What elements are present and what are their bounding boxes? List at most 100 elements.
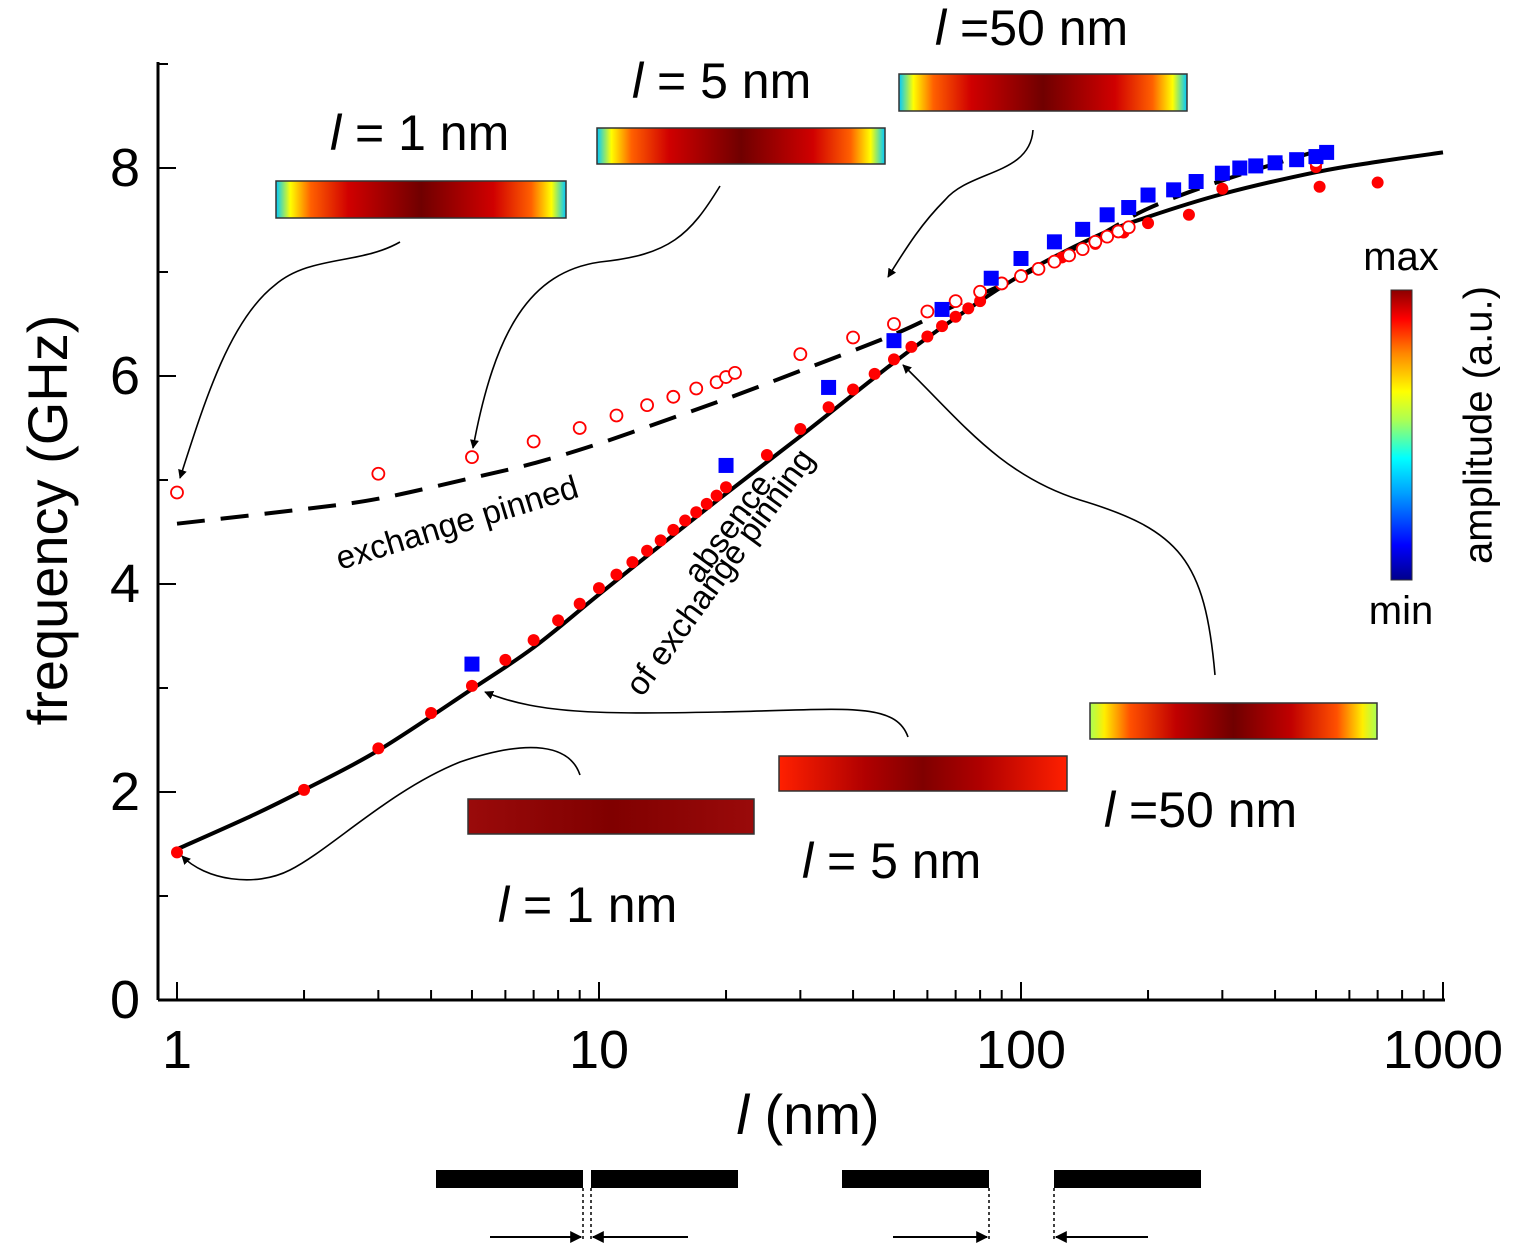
layer-block-3	[842, 1170, 989, 1188]
square-data-point	[464, 656, 480, 672]
profile-label-bottom-1nm-var: l	[498, 877, 511, 933]
square-data-point	[1099, 207, 1115, 223]
callout-arrows	[178, 129, 1216, 881]
square-data-point	[1075, 221, 1091, 237]
square-data-point	[1248, 158, 1264, 174]
unpinned-data-point	[593, 582, 605, 595]
pinned-data-point	[526, 434, 541, 449]
profile-label-top-50nm-var: l	[935, 0, 948, 56]
profile-label-bottom-50nm: l =50 nm	[1104, 782, 1297, 838]
pinned-data-point	[371, 466, 386, 481]
unpinned-data-point	[641, 544, 654, 557]
pinned-data-point	[948, 294, 963, 309]
square-data-point	[1214, 165, 1230, 181]
square-data-point	[821, 379, 837, 395]
profile-label-bottom-5nm-var: l	[802, 833, 815, 889]
unpinned-data-point	[847, 383, 860, 396]
unpinned-data-point	[887, 353, 900, 366]
axis-ticks	[158, 63, 1444, 1001]
pinned-data-point	[728, 365, 742, 380]
unpinned-data-point	[527, 634, 540, 647]
profile-label-top-1nm-var: l	[330, 105, 343, 161]
unpinned-data-point	[1371, 176, 1384, 189]
data-points	[170, 144, 1384, 859]
unpinned-data-point	[573, 597, 586, 610]
x-tick-label: 10	[569, 1020, 629, 1080]
x-axis-label-var: l	[736, 1083, 750, 1146]
pinned-data-point	[793, 347, 808, 362]
x-axis-label-unit: (nm)	[764, 1083, 879, 1146]
profile-label-top-1nm: l = 1 nm	[330, 105, 509, 161]
annotation-of-exchange-pinning: of exchange pinning	[618, 441, 822, 702]
y-tick-label: 2	[110, 762, 140, 822]
exchange-pinned-curve	[176, 149, 1317, 526]
arrow-bottom-1nm	[181, 746, 581, 881]
pinned-data-point	[973, 284, 988, 299]
top-mode-profiles: l = 1 nm l = 5 nm l =50 nm	[275, 0, 1188, 219]
pinned-data-point	[666, 389, 681, 404]
y-axis-label: frequency (GHz)	[16, 315, 79, 726]
square-data-point	[1140, 187, 1156, 203]
unpinned-data-point	[905, 340, 918, 353]
y-tick-label: 0	[110, 970, 140, 1030]
profile-label-bottom-1nm: l = 1 nm	[498, 877, 677, 933]
profile-bar-top-50nm	[898, 73, 1188, 112]
y-tick-label: 8	[110, 138, 140, 198]
profile-label-top-50nm-text: =50 nm	[946, 0, 1128, 56]
unpinned-data-point	[710, 489, 723, 502]
unpinned-data-point	[1182, 208, 1195, 221]
profile-label-bottom-5nm-text: = 5 nm	[813, 833, 981, 889]
layer-block-1	[436, 1170, 583, 1188]
square-data-point	[1289, 152, 1305, 168]
unpinned-data-point	[760, 449, 773, 462]
pinned-data-point	[572, 421, 587, 435]
arrow-top-50nm	[887, 129, 1034, 278]
unpinned-data-point	[610, 568, 623, 581]
unpinned-data-point	[465, 679, 478, 692]
unpinned-data-point	[974, 295, 987, 308]
unpinned-data-point	[679, 514, 692, 527]
pinned-data-point	[1014, 269, 1028, 284]
x-tick-label: 1	[162, 1020, 192, 1080]
unpinned-data-point	[921, 330, 934, 343]
square-data-point	[1166, 182, 1182, 198]
square-data-point	[1013, 250, 1029, 266]
bottom-mode-profiles: l = 1 nm l = 5 nm l =50 nm	[467, 702, 1378, 933]
pinned-data-point	[640, 398, 654, 413]
square-data-point	[718, 457, 734, 473]
layer-block-4	[1054, 1170, 1201, 1188]
unpinned-data-point	[298, 783, 311, 796]
x-tick-label: 100	[976, 1020, 1066, 1080]
unpinned-data-point	[936, 320, 949, 333]
colorbar-gradient	[1390, 289, 1413, 581]
axes: 1 10 100 1000 0 2 4 6 8	[110, 62, 1503, 1080]
fit-lines	[176, 149, 1444, 852]
unpinned-data-point	[962, 302, 975, 315]
layer-block-2	[591, 1170, 738, 1188]
unpinned-data-point	[552, 614, 565, 627]
unpinned-data-point	[794, 423, 807, 436]
unpinned-data-point	[667, 523, 680, 536]
unpinned-data-point	[171, 846, 183, 859]
square-data-point	[1267, 155, 1283, 171]
pinned-data-point	[887, 317, 901, 331]
arrow-bottom-5nm	[484, 690, 909, 738]
arrow-top-5nm	[470, 185, 721, 449]
square-data-point	[1188, 174, 1204, 190]
square-data-point	[1232, 160, 1248, 176]
square-data-point	[934, 301, 950, 317]
unpinned-data-point	[700, 497, 713, 510]
profile-label-bottom-50nm-var: l	[1104, 782, 1117, 838]
unpinned-data-point	[654, 534, 667, 547]
profile-label-bottom-50nm-text: =50 nm	[1115, 782, 1297, 838]
unpinned-data-point	[690, 506, 703, 519]
y-tick-label: 4	[110, 554, 140, 614]
axis-tick-labels: 1 10 100 1000 0 2 4 6 8	[110, 138, 1503, 1080]
square-data-point	[1319, 144, 1335, 160]
pinned-data-point	[1047, 254, 1062, 269]
profile-label-bottom-5nm: l = 5 nm	[802, 833, 981, 889]
colorbar: max min amplitude (a.u.)	[1363, 235, 1500, 633]
unpinned-data-point	[626, 556, 639, 569]
profile-label-bottom-1nm-text: = 1 nm	[509, 877, 677, 933]
